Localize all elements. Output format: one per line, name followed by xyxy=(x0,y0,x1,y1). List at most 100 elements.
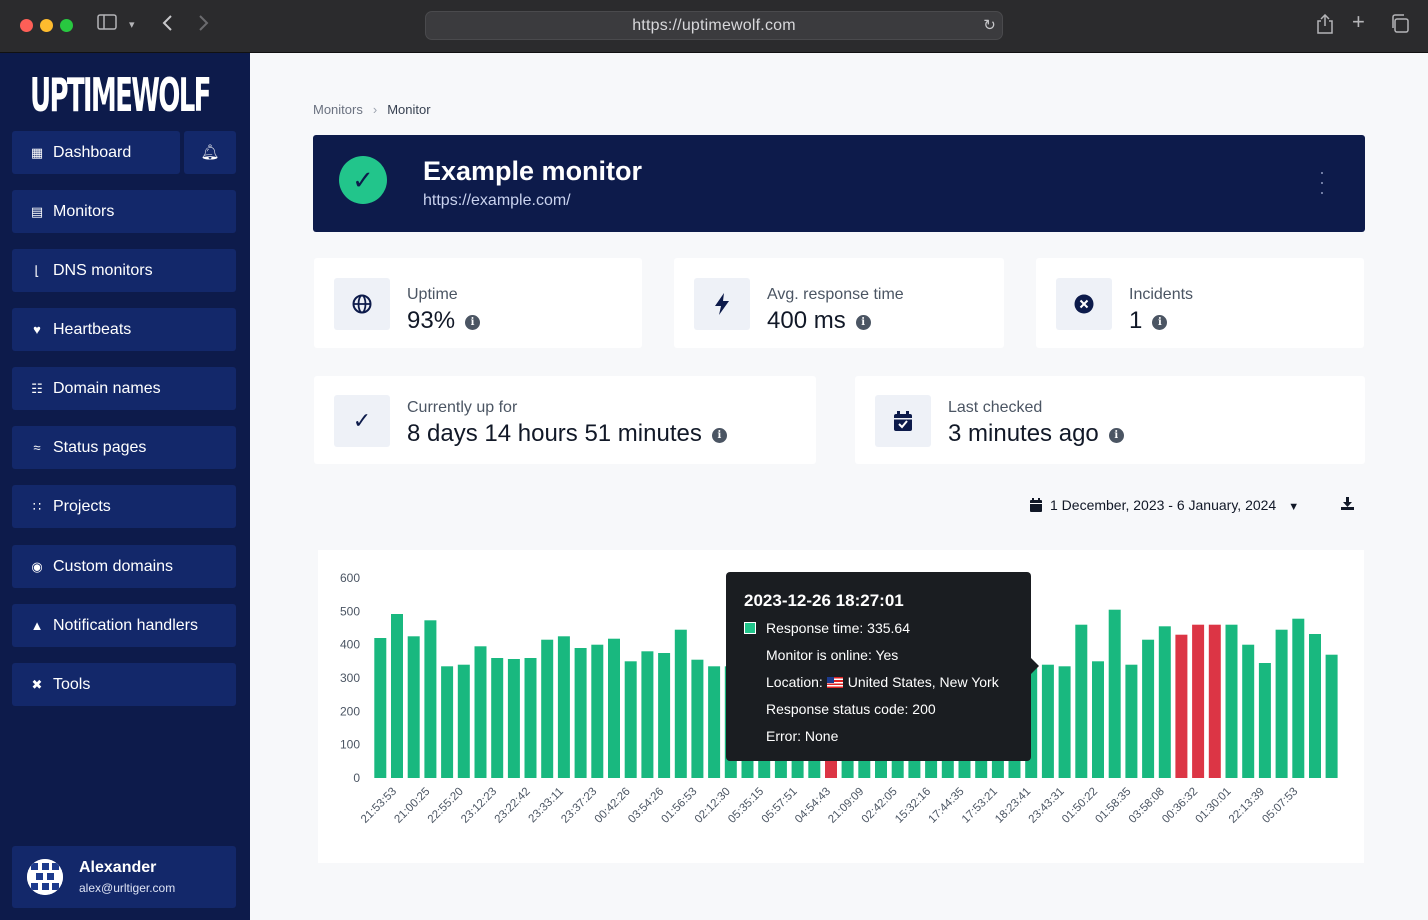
chart-bar[interactable] xyxy=(1208,624,1221,778)
x-tick-label: 21:53:53 xyxy=(359,786,399,826)
heart-pulse-icon: ♥ xyxy=(33,322,41,337)
x-tick-label: 18:23:41 xyxy=(993,786,1033,826)
address-bar[interactable]: https://uptimewolf.com ↻ xyxy=(425,11,1003,40)
minimize-window-button[interactable] xyxy=(40,19,53,32)
info-icon[interactable]: i xyxy=(855,315,871,330)
tabs-icon[interactable] xyxy=(1390,14,1409,39)
chart-bar[interactable] xyxy=(1192,624,1205,778)
info-icon[interactable]: i xyxy=(1108,428,1124,443)
chart-bar[interactable] xyxy=(624,661,637,778)
sidebar-item-custom-domains[interactable]: ◉ Custom domains xyxy=(12,545,236,588)
sidebar-item-status-pages[interactable]: ≈ Status pages xyxy=(12,426,236,469)
table-icon: ▦ xyxy=(30,145,44,160)
tooltip-arrow xyxy=(1031,658,1039,674)
avatar xyxy=(27,859,63,895)
chart-bar[interactable] xyxy=(1142,639,1155,778)
download-button[interactable] xyxy=(1341,497,1354,513)
chart-tooltip: 2023-12-26 18:27:01 Response time: 335.6… xyxy=(726,572,1039,761)
chart-bar[interactable] xyxy=(691,659,704,778)
chart-bar[interactable] xyxy=(608,638,620,778)
chart-bar[interactable] xyxy=(1125,664,1138,778)
x-tick-label: 23:12:23 xyxy=(459,786,499,826)
wifi-icon: ≈ xyxy=(33,440,41,455)
sidebar-item-tools[interactable]: ✖ Tools xyxy=(12,663,236,706)
sidebar-item-label: Projects xyxy=(53,498,111,515)
chart-bar[interactable] xyxy=(374,638,387,778)
sidebar-item-dns-monitors[interactable]: ⌊ DNS monitors xyxy=(12,249,236,292)
chart-bar[interactable] xyxy=(1325,654,1338,778)
share-icon[interactable] xyxy=(1316,13,1334,40)
chart-bar[interactable] xyxy=(1058,666,1071,778)
currently-up-card: ✓ Currently up for 8 days 14 hours 51 mi… xyxy=(314,376,816,464)
sidebar-item-heartbeats[interactable]: ♥ Heartbeats xyxy=(12,308,236,351)
currently-up-label: Currently up for xyxy=(407,399,518,416)
info-icon[interactable]: i xyxy=(465,315,481,330)
plus-icon[interactable]: + xyxy=(1352,9,1365,34)
info-icon[interactable]: i xyxy=(711,428,727,443)
chart-bar[interactable] xyxy=(1158,626,1171,778)
check-circle-icon: ✓ xyxy=(339,156,387,204)
chart-bar[interactable] xyxy=(424,620,437,778)
reload-icon[interactable]: ↻ xyxy=(983,17,996,34)
chart-bar[interactable] xyxy=(524,658,537,778)
x-tick-label: 01:56:53 xyxy=(659,786,699,826)
x-tick-label: 02:42:05 xyxy=(860,786,900,826)
chart-bar[interactable] xyxy=(708,666,721,778)
chart-bar[interactable] xyxy=(1275,629,1288,778)
chart-bar[interactable] xyxy=(1175,634,1188,778)
chart-bar[interactable] xyxy=(674,629,687,778)
chart-bar[interactable] xyxy=(1292,618,1305,778)
sidebar-item-notification-handlers[interactable]: ▲ Notification handlers xyxy=(12,604,236,647)
chart-bar[interactable] xyxy=(1309,634,1321,778)
chart-bar[interactable] xyxy=(507,659,520,778)
kebab-menu-icon[interactable]: · · · xyxy=(1319,162,1325,202)
notifications-button[interactable]: 🔔︎ xyxy=(184,131,236,174)
chart-bar[interactable] xyxy=(1075,624,1088,778)
sidebar-item-monitors[interactable]: ▤ Monitors xyxy=(12,190,236,233)
x-tick-label: 02:12:30 xyxy=(693,786,733,826)
sidebar-item-dashboard[interactable]: ▦ Dashboard xyxy=(12,131,180,174)
x-tick-label: 01:50:22 xyxy=(1060,786,1100,826)
chart-bar[interactable] xyxy=(474,646,487,778)
chart-bar[interactable] xyxy=(1092,661,1104,778)
monitor-header: ✓ Example monitor https://example.com/ ·… xyxy=(313,135,1365,232)
y-tick-label: 600 xyxy=(340,571,360,585)
chart-bar[interactable] xyxy=(1041,664,1054,778)
chart-bar[interactable] xyxy=(541,639,554,778)
chart-bar[interactable] xyxy=(1225,624,1238,778)
back-icon[interactable] xyxy=(162,14,174,38)
info-icon[interactable]: i xyxy=(1152,315,1168,330)
chart-bar[interactable] xyxy=(407,636,420,778)
breadcrumb-current: Monitor xyxy=(387,102,431,117)
chart-bar[interactable] xyxy=(557,636,570,778)
uptime-card: Uptime 93% i xyxy=(314,258,642,348)
us-flag-icon xyxy=(826,677,843,688)
chart-bar[interactable] xyxy=(574,648,587,778)
close-window-button[interactable] xyxy=(20,19,33,32)
breadcrumb-monitors-link[interactable]: Monitors xyxy=(313,102,363,117)
sidebar-icon[interactable] xyxy=(97,14,117,36)
project-diagram-icon: ∷ xyxy=(32,499,42,514)
forward-icon[interactable] xyxy=(197,14,209,38)
chart-bar[interactable] xyxy=(1258,663,1271,778)
sidebar-item-domain-names[interactable]: ☷ Domain names xyxy=(12,367,236,410)
chart-bar[interactable] xyxy=(1242,644,1255,778)
chart-bar[interactable] xyxy=(641,651,654,778)
zoom-window-button[interactable] xyxy=(60,19,73,32)
chart-bar[interactable] xyxy=(591,644,604,778)
chart-bar[interactable] xyxy=(457,664,470,778)
chart-bar[interactable] xyxy=(391,614,403,778)
monitor-url[interactable]: https://example.com/ xyxy=(423,192,571,209)
chart-bar[interactable] xyxy=(491,658,504,778)
sidebar-item-label: Monitors xyxy=(53,203,115,220)
user-profile[interactable]: Alexander alex@urltiger.com xyxy=(12,846,236,908)
chart-bar[interactable] xyxy=(1108,609,1121,778)
logo[interactable]: UPTIMEWOLF xyxy=(30,68,213,122)
bolt-icon xyxy=(694,278,750,330)
tooltip-response-time: Response time: 335.64 xyxy=(766,620,910,636)
chart-bar[interactable] xyxy=(441,666,454,778)
chevron-down-icon[interactable]: ▾ xyxy=(129,19,135,31)
sidebar-item-projects[interactable]: ∷ Projects xyxy=(12,485,236,528)
date-range-picker[interactable]: 1 December, 2023 - 6 January, 2024 ▼ xyxy=(1030,497,1299,513)
chart-bar[interactable] xyxy=(658,653,671,778)
